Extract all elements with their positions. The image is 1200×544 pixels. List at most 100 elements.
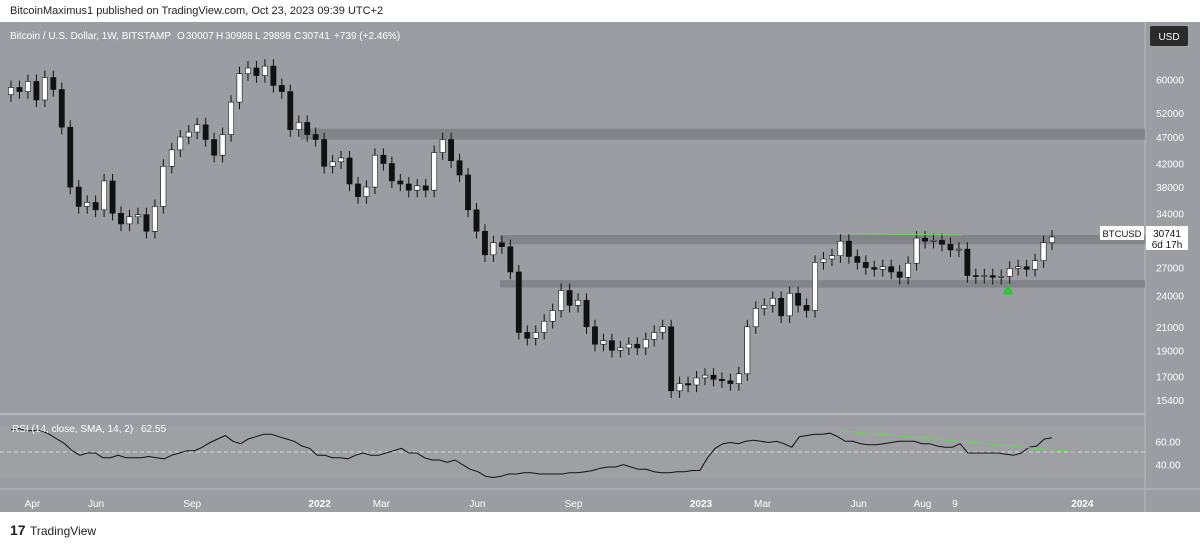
candle [617, 347, 624, 351]
candle [431, 152, 438, 191]
candle [541, 320, 548, 333]
candle [25, 81, 31, 92]
candle [532, 332, 539, 339]
candle [812, 262, 818, 311]
candle [625, 343, 632, 349]
price-tick-label: 34000 [1156, 209, 1184, 220]
candle [558, 290, 565, 311]
price-tick-label: 47000 [1156, 133, 1184, 144]
candle [744, 326, 751, 375]
candle [211, 139, 218, 156]
candle [566, 290, 573, 306]
candle [1006, 268, 1013, 277]
candle [151, 206, 158, 232]
candle [185, 131, 192, 138]
price-tick-label: 60000 [1156, 75, 1184, 86]
candle [930, 240, 937, 242]
candle [126, 216, 133, 225]
legend-close-label: C [294, 31, 301, 42]
candle [871, 267, 878, 270]
candle [947, 244, 954, 251]
candle [41, 77, 48, 101]
candle [498, 242, 505, 248]
price-chart-svg[interactable]: 15400 17000 19000 21000 24000 27000 34000 38000… [0, 22, 1200, 512]
candle [321, 139, 328, 167]
candle [507, 246, 514, 273]
candle [685, 383, 691, 386]
candle [710, 374, 717, 380]
time-ticks: Apr Jun Sep 2022 Mar Jun Sep 2023 Mar Jun Aug 9 2024 [25, 499, 1094, 510]
candle [372, 154, 378, 188]
candle [795, 293, 802, 306]
footer-brand[interactable]: TradingView [30, 524, 97, 538]
candle [820, 258, 827, 263]
legend-high: 30988 [225, 31, 253, 42]
legend-close: 30741 [302, 31, 330, 42]
zone-1 [500, 235, 1145, 245]
candle [515, 271, 522, 333]
candle [101, 180, 108, 211]
candle [659, 326, 666, 333]
candle [490, 242, 497, 256]
candle [778, 297, 785, 317]
candle [862, 262, 869, 268]
price-pane[interactable] [0, 22, 1145, 414]
candle [549, 310, 556, 322]
time-tick-label: Mar [754, 499, 772, 510]
candle [735, 373, 742, 384]
candle [75, 186, 82, 207]
candle [422, 185, 429, 191]
candle [380, 154, 387, 164]
candle [414, 185, 421, 191]
candle [448, 139, 455, 162]
candle [236, 73, 243, 103]
candle [405, 183, 412, 191]
rsi-legend-value: 62.55 [141, 424, 166, 435]
price-tick-label: 38000 [1156, 183, 1184, 194]
trendline-price [835, 233, 963, 236]
candle [439, 139, 446, 153]
candle [253, 67, 260, 76]
time-tick-label: Mar [373, 499, 391, 510]
rsi-ticks: 40.00 60.00 [1155, 437, 1180, 471]
tradingview-logo-icon: 17 [10, 522, 26, 538]
candle [854, 256, 861, 263]
candle [786, 293, 793, 317]
candle [719, 379, 725, 382]
candle [998, 276, 1005, 278]
price-ticks: 15400 17000 19000 21000 24000 27000 34000 38000… [1156, 75, 1184, 406]
legend-open: 30007 [186, 31, 214, 42]
candle [608, 340, 615, 351]
candle [769, 297, 776, 306]
candle [312, 134, 319, 140]
candle [50, 77, 57, 90]
price-tick-label: 21000 [1156, 323, 1184, 334]
candle [84, 202, 91, 207]
candle [67, 126, 74, 188]
candle [355, 183, 361, 197]
time-tick-label: 9 [952, 499, 958, 510]
candle [388, 163, 395, 182]
candle [905, 262, 912, 278]
annotations-layer [835, 233, 1014, 295]
price-tick-label: 19000 [1156, 346, 1184, 357]
zone-2 [500, 280, 1145, 288]
zones-layer [300, 128, 1145, 288]
candle [228, 101, 234, 135]
candle [109, 180, 116, 214]
price-axis[interactable] [1145, 22, 1200, 489]
candle [58, 89, 65, 128]
legend-open-label: O [177, 31, 185, 42]
chart-frame[interactable]: 15400 17000 19000 21000 24000 27000 34000 38000… [0, 22, 1200, 512]
time-tick-label: Jun [469, 499, 485, 510]
legend-low: 29898 [263, 31, 291, 42]
candle [888, 266, 895, 273]
currency-badge[interactable] [1150, 26, 1188, 46]
time-axis[interactable] [0, 489, 1200, 512]
price-tick-label: 24000 [1156, 291, 1184, 302]
candle [1032, 260, 1038, 270]
legend-symbol: Bitcoin / U.S. Dollar, 1W, BITSTAMP [10, 31, 171, 42]
candle [177, 136, 184, 151]
candle [202, 124, 209, 140]
candle [651, 332, 658, 340]
